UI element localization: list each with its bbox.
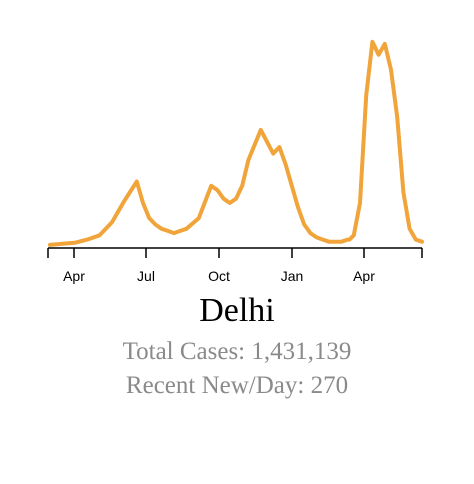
x-tick-label: Oct [208, 268, 230, 284]
x-tick-label: Jul [137, 268, 155, 284]
x-tick-label: Apr [63, 268, 85, 284]
x-tick-label: Jan [281, 268, 304, 284]
region-title: Delhi [199, 292, 275, 329]
x-tick-label: Apr [353, 268, 375, 284]
line-chart: Apr Jul Oct Jan Apr [47, 39, 424, 284]
total-cases-text: Total Cases: 1,431,139 [122, 338, 352, 365]
recent-new-per-day-text: Recent New/Day: 270 [125, 372, 349, 399]
series-line [48, 39, 424, 247]
